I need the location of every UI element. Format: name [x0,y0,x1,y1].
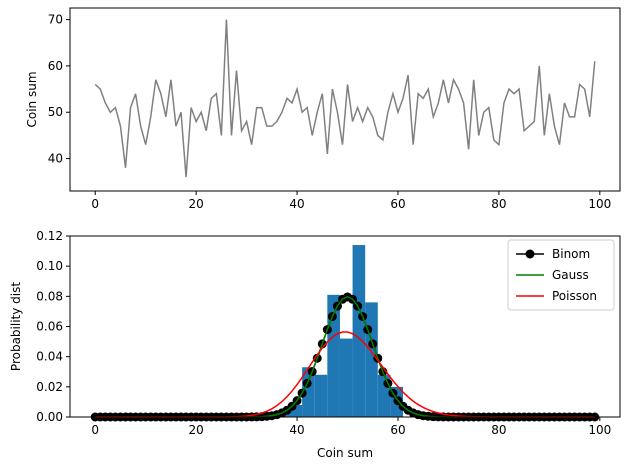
x-tick-label: 20 [189,423,204,437]
top-plot-frame [69,7,621,192]
y-tick-label: 0.06 [36,320,63,334]
y-tick-label: 0.10 [36,259,63,273]
histogram-bar [352,245,366,417]
y-tick-label: 0.02 [36,380,63,394]
y-tick-label: 0.12 [36,229,63,243]
bottom-y-axis-label: Probability dist [9,282,23,371]
y-tick-label: 70 [48,13,63,27]
y-tick-label: 0.04 [36,350,63,364]
x-tick-label: 20 [189,197,204,211]
top-series-layer [94,19,596,178]
y-tick-label: 0.08 [36,289,63,303]
x-tick-label: 0 [91,423,99,437]
x-tick-label: 40 [289,197,304,211]
x-tick-label: 100 [588,197,611,211]
top-x-axis: 0 20 40 60 80 100 [91,191,611,211]
top-y-axis: 40 50 60 70 [48,13,70,166]
top-y-axis-label: Coin sum [25,71,39,127]
y-tick-label: 0.00 [36,410,63,424]
x-tick-label: 40 [289,423,304,437]
y-tick-label: 50 [48,105,63,119]
legend-label-binom: Binom [552,247,590,261]
legend-marker-binom [525,249,535,259]
histogram-bars [276,245,404,417]
x-tick-label: 80 [491,423,506,437]
x-tick-label: 60 [390,423,405,437]
legend-box [507,239,615,311]
bottom-y-axis: 0.00 0.02 0.04 0.06 0.08 0.10 0.12 [36,229,70,424]
x-tick-label: 60 [390,197,405,211]
bottom-x-axis: 0 20 40 60 80 100 [91,417,611,437]
histogram-bar [339,338,353,417]
coin-sum-line [94,19,596,178]
x-tick-label: 0 [91,197,99,211]
legend-label-gauss: Gauss [552,268,589,282]
y-tick-label: 40 [48,152,63,166]
x-tick-label: 100 [588,423,611,437]
histogram-bar [314,374,328,417]
legend-label-poisson: Poisson [552,289,597,303]
top-plot: 0 20 40 60 80 100 40 50 60 70 Coin sum [25,7,621,211]
histogram-bar [327,294,340,417]
legend: Binom Gauss Poisson [507,239,615,311]
bottom-x-axis-label: Coin sum [317,446,373,460]
bottom-plot: 0 20 40 60 80 100 0.00 0.02 0.04 0.06 0.08 0.10 0.1… [9,229,621,460]
y-tick-label: 60 [48,59,63,73]
x-tick-label: 80 [491,197,506,211]
